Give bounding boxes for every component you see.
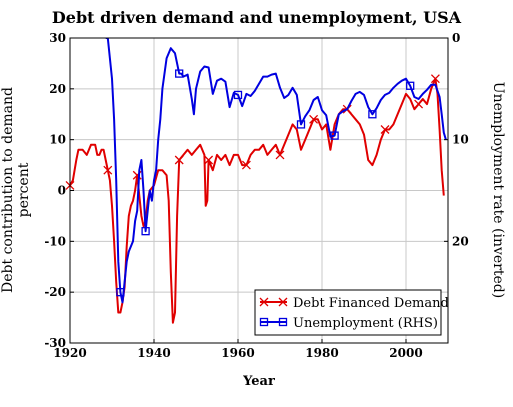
- x-tick-label: 2000: [389, 346, 422, 360]
- x-axis-label: Year: [243, 374, 275, 389]
- legend-label-1: Debt Financed Demand: [293, 296, 449, 311]
- y-axis-label-right: Unemployment rate (inverted): [490, 81, 506, 299]
- y-tick-label: 10: [49, 133, 66, 147]
- series-marker-2: [116, 288, 125, 297]
- y-tick-label: -20: [44, 285, 66, 299]
- y-tick-label: -30: [44, 336, 66, 350]
- legend-box: [254, 289, 442, 336]
- y-tick-label: 30: [49, 31, 66, 45]
- series-marker-1: [275, 150, 285, 160]
- series-marker-1: [103, 165, 113, 175]
- series-marker-1: [380, 125, 390, 134]
- series-line-2: [105, 38, 447, 304]
- series-line-1: [70, 77, 445, 324]
- series-marker-1: [241, 160, 251, 170]
- series-marker-2: [141, 227, 150, 236]
- legend-marker-2: [259, 317, 269, 327]
- y-axis-label-left: Debt contribution to demand percent: [0, 87, 32, 293]
- series-marker-2: [296, 120, 306, 129]
- series-marker-1: [204, 155, 214, 165]
- y-tick-label: 0: [58, 184, 66, 198]
- series-marker-2: [233, 90, 243, 100]
- x-tick-label: 1980: [305, 346, 338, 360]
- y2-tick-label: 0: [452, 31, 460, 45]
- y-tick-label: 20: [49, 82, 66, 96]
- legend-marker-1: [278, 297, 288, 307]
- y2-tick-label: 10: [452, 133, 469, 147]
- series-marker-2: [175, 69, 184, 78]
- x-tick-label: 1920: [53, 346, 86, 360]
- legend-label-2: Unemployment (RHS): [293, 316, 438, 331]
- x-tick-label: 1940: [137, 346, 170, 360]
- y2-tick-label: 20: [452, 234, 469, 248]
- series-marker-1: [174, 155, 184, 165]
- series-marker-2: [368, 110, 377, 119]
- series-marker-2: [330, 131, 339, 140]
- series-marker-1: [414, 99, 424, 109]
- y-tick-label: -10: [44, 234, 66, 248]
- series-marker-1: [430, 74, 440, 84]
- legend-marker-1: [259, 297, 269, 307]
- chart-title: Debt driven demand and unemployment, USA: [51, 8, 462, 27]
- series-marker-2: [406, 81, 415, 90]
- series-marker-1: [309, 114, 319, 124]
- legend-marker-2: [278, 317, 288, 327]
- x-tick-label: 1960: [221, 346, 254, 360]
